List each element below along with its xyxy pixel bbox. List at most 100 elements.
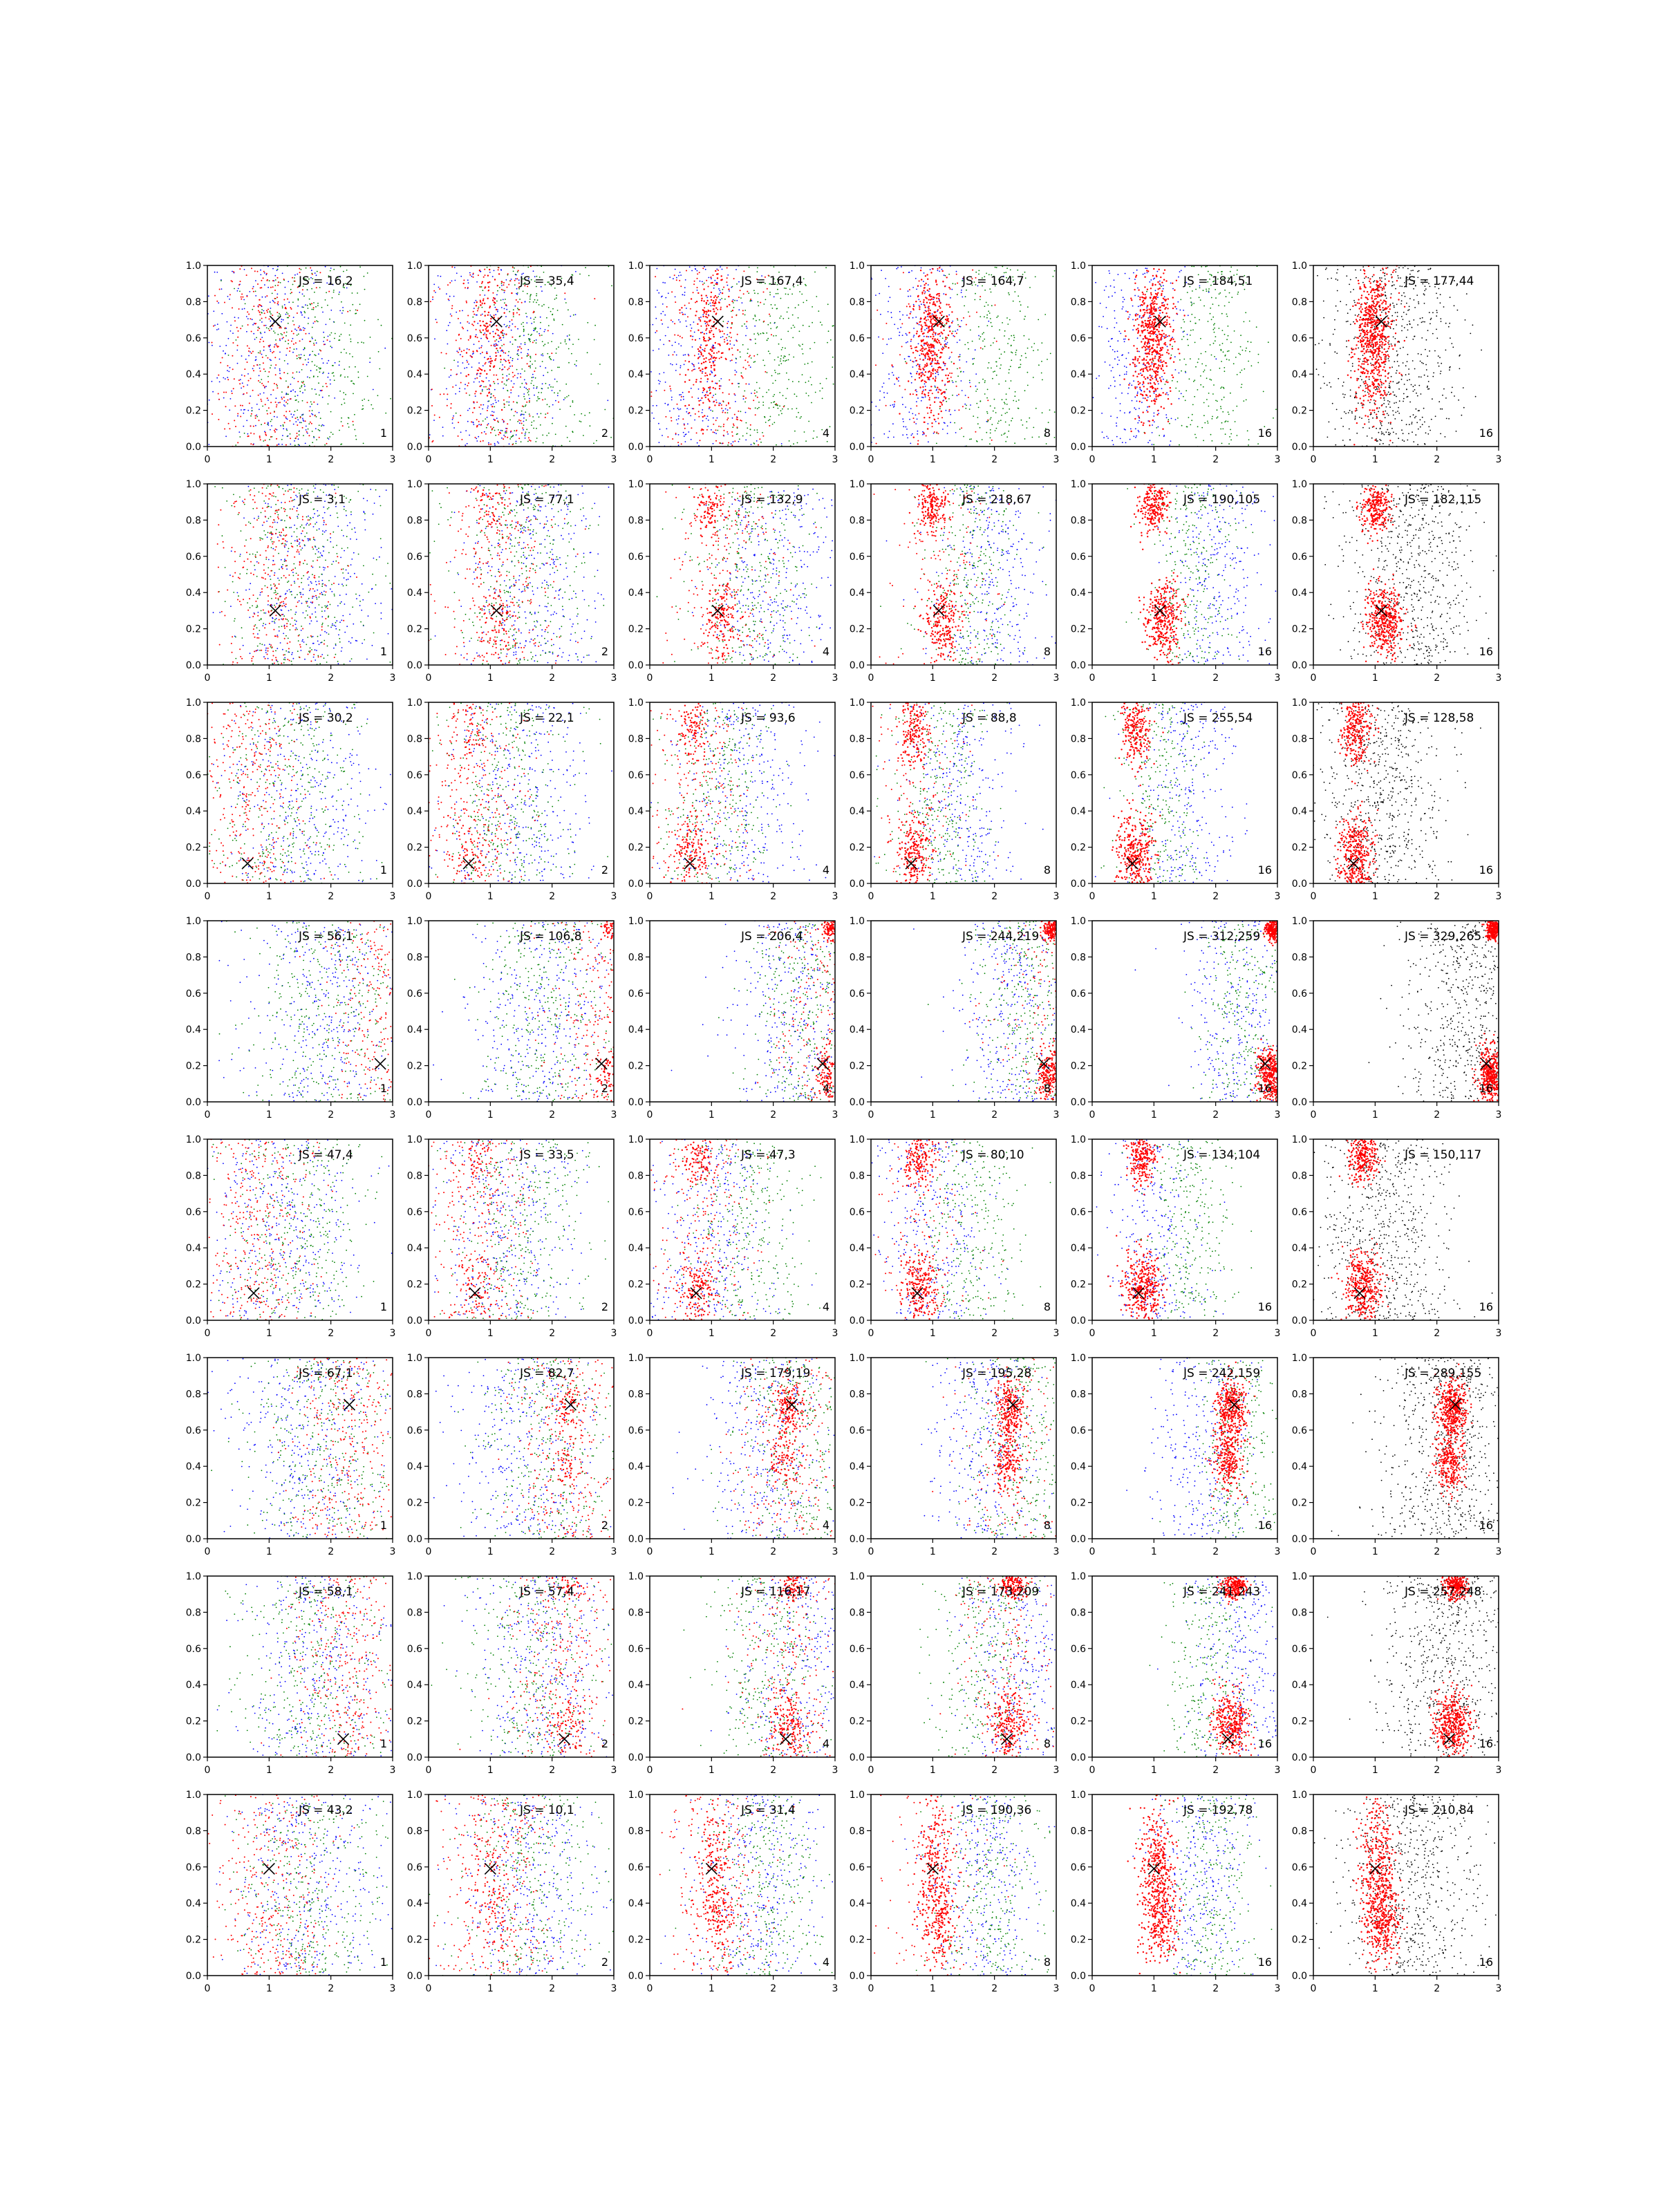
data-point <box>354 413 355 415</box>
data-point <box>273 330 274 332</box>
data-point <box>548 432 550 434</box>
data-point <box>479 301 482 303</box>
data-point <box>277 301 279 303</box>
data-point <box>234 420 236 422</box>
data-point <box>280 327 282 329</box>
data-point <box>362 409 363 410</box>
data-point <box>546 404 548 406</box>
data-point <box>1142 299 1145 301</box>
data-point <box>700 351 702 353</box>
data-point <box>1092 397 1094 399</box>
data-point <box>285 354 288 356</box>
data-point <box>710 366 712 368</box>
data-point <box>1123 338 1125 340</box>
data-point <box>266 397 268 400</box>
data-point <box>777 356 779 358</box>
data-point <box>284 286 286 288</box>
data-point <box>216 329 218 330</box>
data-point <box>501 381 503 383</box>
data-point <box>434 338 435 340</box>
data-point <box>928 377 930 379</box>
data-point <box>497 420 499 422</box>
data-point <box>285 401 288 403</box>
data-point <box>919 301 921 303</box>
data-point <box>604 409 606 411</box>
data-point <box>1206 399 1208 400</box>
data-point <box>292 389 294 391</box>
data-point <box>1172 346 1173 347</box>
data-point <box>218 418 220 420</box>
data-point <box>1208 291 1210 293</box>
data-point <box>518 288 520 290</box>
data-point <box>243 432 245 434</box>
data-point <box>312 442 314 444</box>
data-point <box>1210 319 1212 321</box>
data-point <box>658 292 660 294</box>
data-point <box>303 317 306 318</box>
data-point <box>279 368 281 370</box>
data-point <box>317 302 319 304</box>
data-point <box>518 279 520 281</box>
data-point <box>1155 398 1158 400</box>
data-point <box>1216 409 1218 411</box>
data-point <box>1174 356 1176 358</box>
data-point <box>478 420 480 422</box>
data-point <box>528 400 530 402</box>
data-point <box>299 417 301 419</box>
data-point <box>218 302 220 304</box>
data-point <box>665 297 667 299</box>
data-point <box>1248 444 1249 446</box>
data-point <box>705 301 708 304</box>
data-point <box>230 324 232 326</box>
data-point <box>1245 312 1247 314</box>
x-tick-label: 3 <box>832 454 838 465</box>
data-point <box>1011 335 1013 337</box>
data-point <box>528 339 530 341</box>
data-point <box>496 285 498 287</box>
data-point <box>1161 376 1163 377</box>
data-point <box>821 429 823 431</box>
data-point <box>709 392 712 394</box>
data-point <box>955 385 957 387</box>
js-score-label: JS = 16,2 <box>298 274 353 288</box>
data-point <box>1134 365 1136 368</box>
data-point <box>937 324 939 326</box>
data-point <box>435 292 436 293</box>
data-point <box>247 311 249 313</box>
data-point <box>332 372 335 373</box>
y-tick-label: 0.8 <box>407 297 422 308</box>
data-point <box>959 326 962 328</box>
data-point <box>522 427 524 429</box>
data-point <box>694 268 696 270</box>
data-point <box>1160 379 1162 382</box>
data-point <box>1221 343 1224 344</box>
data-point <box>521 432 523 434</box>
data-point <box>769 294 771 296</box>
data-point <box>229 428 231 430</box>
data-point <box>261 356 263 358</box>
data-point <box>1220 406 1221 407</box>
data-point <box>710 276 712 278</box>
data-point <box>935 334 937 336</box>
data-point <box>487 274 489 276</box>
data-point <box>282 337 284 339</box>
data-point <box>778 373 780 375</box>
data-point <box>1142 397 1144 399</box>
data-point <box>429 434 431 435</box>
data-point <box>259 393 261 395</box>
data-point <box>776 403 778 405</box>
data-point <box>1179 271 1181 273</box>
data-point <box>944 346 946 347</box>
data-point <box>297 299 299 301</box>
data-point <box>1194 317 1196 319</box>
data-point <box>331 373 333 374</box>
data-point <box>956 395 958 397</box>
data-point <box>247 384 248 386</box>
data-point <box>1152 424 1153 426</box>
data-point <box>533 319 535 320</box>
data-point <box>741 325 743 327</box>
data-point <box>700 294 703 297</box>
data-point <box>1174 419 1177 420</box>
data-point <box>569 440 571 442</box>
data-point <box>1105 285 1107 288</box>
